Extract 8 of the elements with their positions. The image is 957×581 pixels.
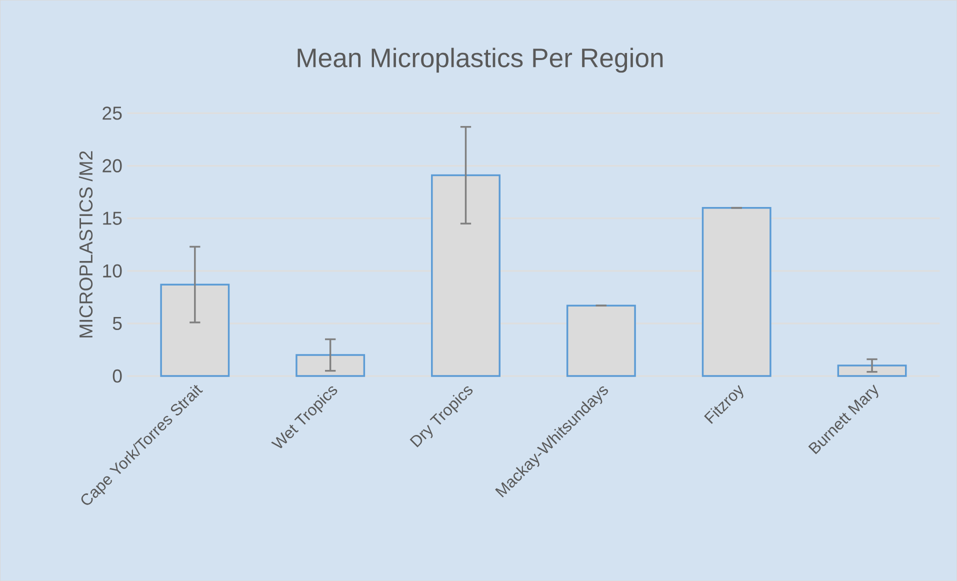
y-tick-label: 10: [103, 264, 122, 278]
y-axis-title: MICROPLASTICS /M2: [78, 151, 93, 338]
y-tick-label: 0: [112, 369, 122, 383]
y-tick-label: 25: [102, 106, 122, 120]
y-tick-label: 15: [103, 212, 122, 225]
y-tick-label: 5: [112, 316, 122, 330]
y-tick-label: 20: [102, 159, 122, 172]
chart-title: Mean Microplastics Per Region: [298, 48, 663, 73]
